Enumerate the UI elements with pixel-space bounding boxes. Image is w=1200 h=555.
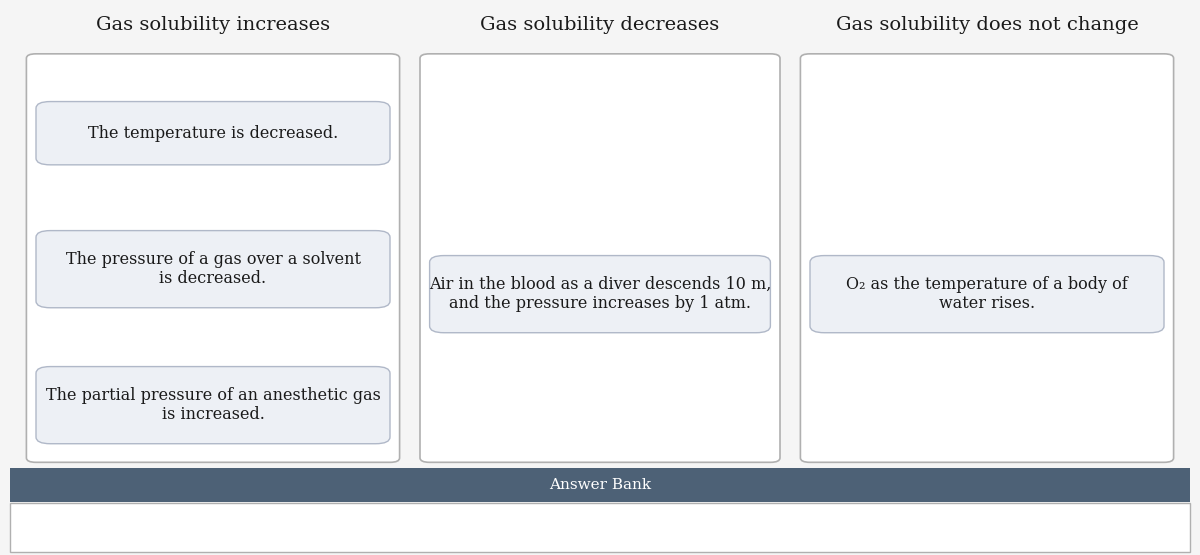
FancyBboxPatch shape bbox=[36, 366, 390, 444]
FancyBboxPatch shape bbox=[810, 255, 1164, 333]
FancyBboxPatch shape bbox=[430, 255, 770, 333]
Text: Air in the blood as a diver descends 10 m,
and the pressure increases by 1 atm.: Air in the blood as a diver descends 10 … bbox=[428, 276, 772, 312]
Text: Gas solubility does not change: Gas solubility does not change bbox=[835, 16, 1139, 34]
Text: The partial pressure of an anesthetic gas
is increased.: The partial pressure of an anesthetic ga… bbox=[46, 387, 380, 423]
FancyBboxPatch shape bbox=[800, 54, 1174, 462]
Text: The temperature is decreased.: The temperature is decreased. bbox=[88, 125, 338, 142]
FancyBboxPatch shape bbox=[26, 54, 400, 462]
FancyBboxPatch shape bbox=[420, 54, 780, 462]
Text: Answer Bank: Answer Bank bbox=[548, 478, 652, 492]
Text: O₂ as the temperature of a body of
water rises.: O₂ as the temperature of a body of water… bbox=[846, 276, 1128, 312]
Text: The pressure of a gas over a solvent
is decreased.: The pressure of a gas over a solvent is … bbox=[66, 251, 360, 287]
Text: Gas solubility increases: Gas solubility increases bbox=[96, 16, 330, 34]
FancyBboxPatch shape bbox=[36, 102, 390, 165]
Bar bbox=[10, 468, 1190, 502]
FancyBboxPatch shape bbox=[36, 231, 390, 307]
Bar bbox=[10, 503, 1190, 552]
Text: Gas solubility decreases: Gas solubility decreases bbox=[480, 16, 720, 34]
